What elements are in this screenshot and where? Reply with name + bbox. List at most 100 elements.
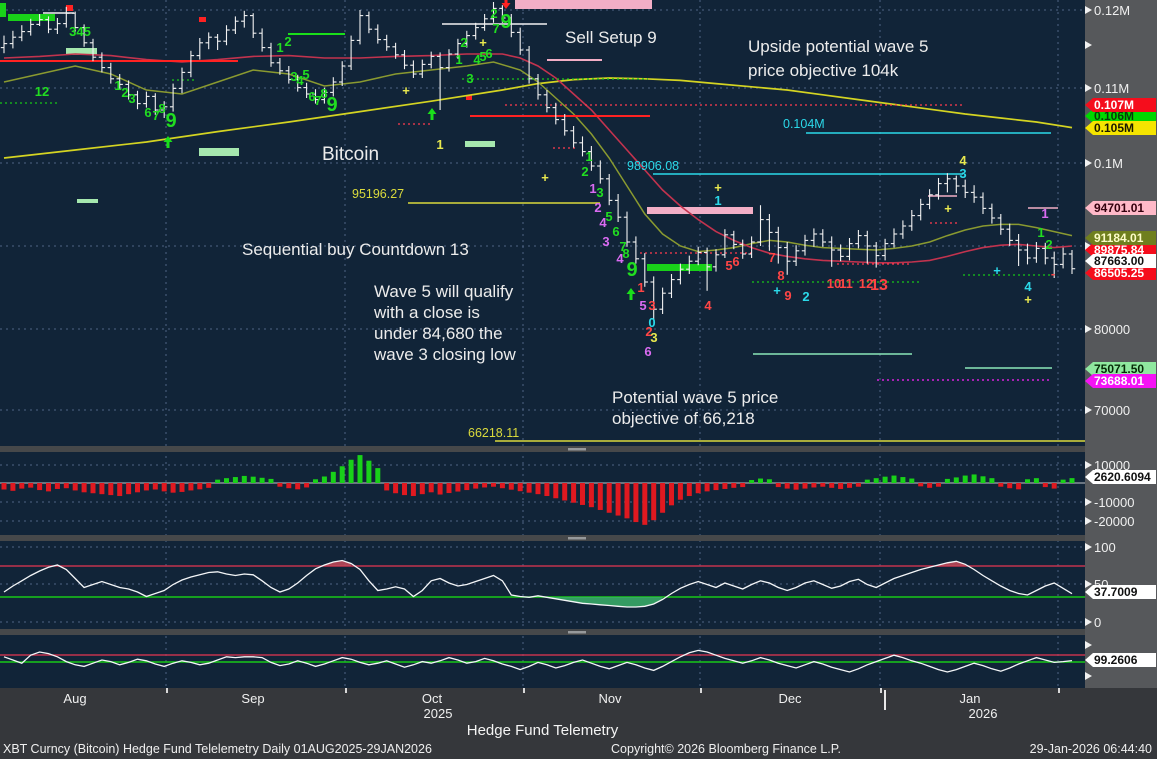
td-sequential-digit: 10 — [827, 276, 841, 291]
td-sequential-digit: - — [1051, 266, 1055, 281]
moving-averages — [3, 53, 1073, 264]
volume-bar — [855, 483, 861, 487]
highlight-blocks — [0, 0, 753, 271]
td-sequential-digit: 4 — [704, 298, 712, 313]
price-badge: 0.107M — [1085, 98, 1156, 112]
month-label: Aug — [63, 691, 87, 706]
volume-bar — [313, 479, 318, 483]
buy-arrow-icon — [626, 288, 636, 300]
volume-bar — [152, 483, 158, 490]
candlesticks — [0, 2, 1076, 320]
tick-arrow-icon — [1085, 242, 1092, 250]
volume-bar — [1, 483, 7, 490]
td-sequential-digit: 5 — [639, 298, 646, 313]
tick-arrow-icon — [1085, 406, 1092, 414]
price-badge: 94701.01 — [1085, 201, 1156, 215]
td-sequential-digit: 4 — [296, 73, 304, 88]
volume-bar — [766, 479, 772, 483]
volume-bar — [197, 483, 203, 490]
axis-tick: 0.11M — [1085, 81, 1129, 96]
volume-bar — [1025, 479, 1030, 483]
volume-bar — [775, 483, 781, 488]
signal-arrows — [163, 0, 636, 300]
td-sequential-digit: 8 — [622, 246, 629, 261]
volume-bar — [179, 483, 185, 492]
annotation-text: Sequential buy Countdown 13 — [242, 240, 469, 259]
td-sequential-digit: 3 — [290, 69, 297, 84]
volume-bar — [161, 483, 167, 492]
volume-bar — [384, 483, 390, 491]
volume-bar — [491, 483, 496, 487]
volume-bar — [339, 466, 345, 483]
volume-bar — [909, 478, 915, 483]
volume-bar — [366, 460, 372, 483]
td-sequential-digit: 2 — [460, 35, 467, 50]
volume-bar — [704, 483, 710, 492]
td-sequential-digit: 7 — [152, 108, 159, 123]
td-sequential-digit: 9 — [326, 94, 337, 116]
divider-handle — [568, 537, 586, 540]
td-sequential-digit: 3 — [602, 234, 609, 249]
tick-arrow-icon — [1085, 498, 1092, 506]
divider-handle — [568, 448, 586, 451]
td-sequential-digit: 3 — [128, 91, 135, 106]
td-sequential-digit: 6 — [732, 254, 739, 269]
volume-bar — [873, 478, 879, 483]
chart-background — [0, 0, 1085, 688]
highlight-block — [465, 141, 495, 147]
volume-bar — [419, 483, 425, 495]
volume-bar — [918, 483, 924, 487]
level-label: 95196.27 — [352, 187, 404, 201]
month-tick — [345, 688, 347, 693]
volume-bar — [677, 483, 683, 500]
axis-tick: -10000 — [1085, 495, 1134, 510]
td-sequential-digit: 12 — [35, 84, 49, 99]
price-badge: 37.7009 — [1085, 585, 1156, 599]
tick-arrow-icon — [1085, 41, 1092, 49]
panel-divider[interactable] — [0, 535, 1085, 541]
volume-bar — [615, 483, 621, 516]
volume-bar — [606, 483, 612, 513]
volume-bar — [642, 483, 648, 525]
volume-bar — [829, 483, 835, 488]
td-sequential-digit: 7 — [619, 239, 626, 254]
volume-bar — [135, 483, 140, 493]
td-sequential-digit: 6 — [144, 105, 151, 120]
level-label: 98906.08 — [627, 159, 679, 173]
td-sequential-digit: 2 — [645, 324, 652, 339]
year-label: 2026 — [968, 706, 998, 721]
rsi-panel — [3, 559, 1073, 608]
td-sequential-digit: 2 — [802, 289, 809, 304]
volume-bar — [669, 483, 674, 506]
volume-bar — [535, 483, 541, 495]
td-sequential-digit: 4 — [473, 52, 481, 67]
td-sequential-digit: 4 — [599, 215, 607, 230]
volume-bar — [188, 483, 194, 491]
year-boundary-tick — [884, 690, 886, 710]
tick-arrow-icon — [1085, 618, 1092, 626]
annotation-text: Bitcoin — [322, 144, 379, 165]
status-security-title: XBT Curncy (Bitcoin) Hedge Fund Teleleme… — [3, 742, 432, 756]
status-bar: XBT Curncy (Bitcoin) Hedge Fund Teleleme… — [0, 742, 1157, 759]
panel-divider[interactable] — [0, 446, 1085, 452]
td-sequential-digit: 1 — [637, 280, 644, 295]
panel-divider[interactable] — [0, 629, 1085, 635]
volume-bar — [971, 474, 977, 483]
volume-bar — [375, 468, 381, 483]
volume-bar — [562, 483, 568, 501]
volume-bar — [499, 483, 505, 489]
volume-bar — [286, 483, 292, 489]
month-tick — [166, 688, 168, 693]
td-sequential-digit: 1 — [589, 181, 596, 196]
volume-bar — [571, 483, 577, 503]
volume-bar — [54, 483, 60, 489]
volume-bar — [989, 478, 995, 483]
price-badge: 87663.00 — [1085, 254, 1156, 268]
td-sequential-digit: 2 — [490, 6, 497, 21]
volume-bar — [944, 478, 950, 483]
annotation-text: wave 3 closing low — [373, 345, 516, 364]
td-sequential-digit: 1 — [276, 40, 283, 55]
month-tick — [1058, 688, 1060, 693]
axis-tick: -20000 — [1085, 514, 1134, 529]
